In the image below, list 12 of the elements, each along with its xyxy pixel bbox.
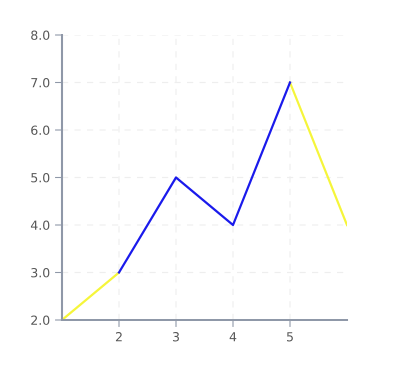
y-tick-label: 7.0 [31,78,50,88]
y-tick-label: 3.0 [31,268,50,278]
x-tick-label: 3 [172,332,179,342]
y-tick-label: 6.0 [31,125,50,135]
line-series [118,81,292,274]
x-tick-label: 2 [116,332,122,342]
x-tick-label: 4 [230,332,236,342]
x-tick-label: 5 [286,332,293,342]
y-tick-label: 8.0 [31,30,50,40]
y-tick-label: 4.0 [30,220,50,230]
y-tick-label: 2.0 [31,315,50,325]
y-tick-label: 5.0 [31,172,50,182]
